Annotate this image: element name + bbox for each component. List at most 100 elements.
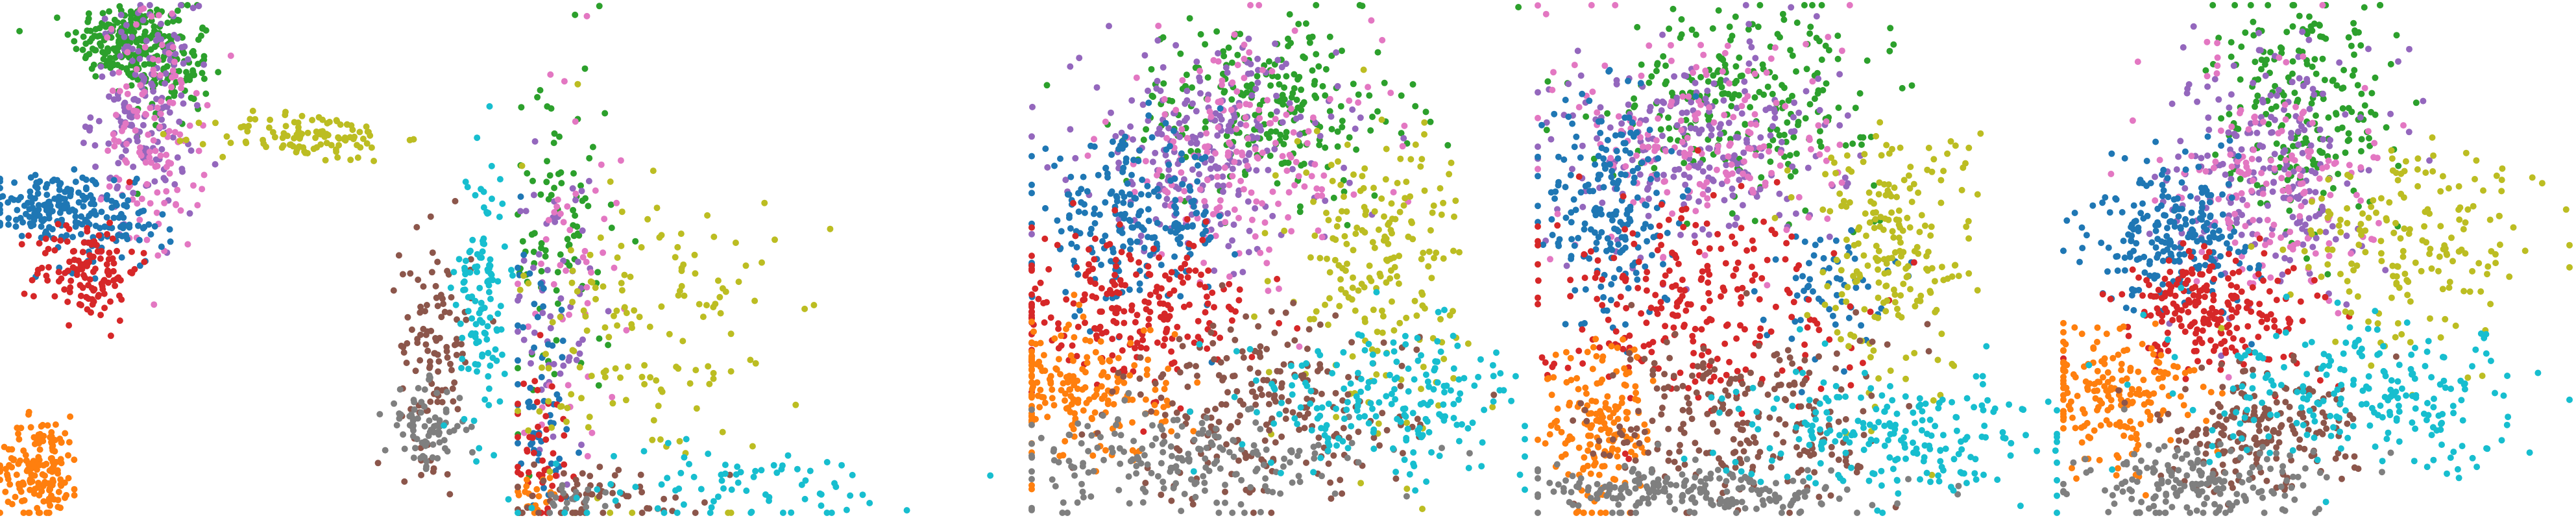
scatter-point-olive bbox=[680, 261, 687, 268]
scatter-point-orange bbox=[23, 467, 30, 475]
scatter-point-pink bbox=[1233, 148, 1240, 155]
scatter-point-red bbox=[88, 239, 95, 246]
scatter-point-cyan bbox=[458, 365, 465, 371]
scatter-point-gray bbox=[1181, 491, 1188, 497]
scatter-point-pink bbox=[1638, 72, 1645, 79]
scatter-point-purple bbox=[1187, 140, 1195, 147]
scatter-point-pink bbox=[1368, 17, 1375, 24]
scatter-point-purple bbox=[1815, 75, 1822, 82]
scatter-point-green bbox=[1857, 134, 1864, 141]
scatter-point-green bbox=[1296, 203, 1304, 210]
scatter-point-blue bbox=[0, 210, 3, 216]
scatter-point-blue bbox=[1145, 191, 1152, 199]
scatter-point-brown bbox=[692, 510, 699, 516]
scatter-point-brown bbox=[453, 351, 460, 358]
scatter-point-pink bbox=[1751, 70, 1758, 77]
scatter-point-olive bbox=[350, 136, 357, 143]
scatter-point-blue bbox=[36, 212, 43, 219]
scatter-point-green bbox=[528, 231, 535, 238]
scatter-point-brown bbox=[1255, 369, 1261, 376]
scatter-point-olive bbox=[719, 428, 726, 436]
scatter-point-purple bbox=[1792, 210, 1799, 217]
scatter-point-blue bbox=[5, 215, 12, 222]
scatter-point-brown bbox=[1345, 374, 1352, 380]
scatter-point-cyan bbox=[807, 467, 814, 475]
scatter-point-brown bbox=[422, 341, 430, 348]
scatter-point-pink bbox=[165, 128, 173, 135]
scatter-point-gray bbox=[1198, 419, 1206, 426]
scatter-point-green bbox=[579, 197, 586, 204]
scatter-point-green bbox=[1412, 103, 1419, 110]
scatter-point-pink bbox=[553, 203, 561, 210]
scatter-point-green bbox=[1793, 19, 1801, 26]
scatter-point-blue bbox=[1195, 162, 1201, 169]
scatter-point-brown bbox=[1176, 369, 1184, 376]
scatter-point-gray bbox=[1134, 454, 1141, 461]
scatter-point-purple bbox=[579, 336, 586, 343]
scatter-point-orange bbox=[58, 439, 65, 446]
scatter-point-red bbox=[79, 261, 86, 268]
scatter-point-red bbox=[535, 432, 542, 439]
scatter-point-cyan bbox=[847, 492, 854, 499]
scatter-panel-1 bbox=[0, 2, 516, 516]
scatter-point-green bbox=[1787, 47, 1794, 54]
scatter-point-red bbox=[73, 271, 80, 278]
scatter-point-orange bbox=[6, 481, 14, 488]
scatter-point-gray bbox=[1174, 468, 1182, 475]
scatter-point-brown bbox=[414, 339, 421, 347]
scatter-point-brown bbox=[443, 348, 450, 355]
scatter-point-orange bbox=[1065, 404, 1072, 412]
scatter-point-olive bbox=[317, 141, 324, 148]
scatter-point-pink bbox=[1231, 206, 1238, 213]
scatter-point-red bbox=[64, 238, 71, 245]
scatter-point-red bbox=[1232, 308, 1239, 315]
scatter-point-olive bbox=[1403, 486, 1411, 492]
scatter-point-green bbox=[1887, 25, 1894, 32]
scatter-point-purple bbox=[1736, 177, 1743, 184]
scatter-point-cyan bbox=[1302, 380, 1309, 386]
scatter-point-pink bbox=[1181, 188, 1188, 195]
scatter-point-red bbox=[1028, 303, 1035, 310]
scatter-point-purple bbox=[574, 258, 581, 265]
scatter-point-olive bbox=[1403, 419, 1410, 426]
scatter-point-brown bbox=[451, 379, 458, 386]
scatter-point-green bbox=[72, 29, 79, 36]
scatter-point-blue bbox=[147, 231, 154, 238]
scatter-point-green bbox=[1813, 34, 1820, 42]
scatter-point-brown bbox=[572, 476, 579, 484]
scatter-point-olive bbox=[679, 338, 687, 345]
scatter-point-pink bbox=[1215, 99, 1222, 106]
scatter-point-pink bbox=[1257, 249, 1264, 256]
scatter-point-pink bbox=[1622, 163, 1629, 170]
scatter-point-olive bbox=[1344, 142, 1351, 148]
scatter-point-orange bbox=[49, 465, 55, 473]
scatter-point-red bbox=[97, 255, 104, 262]
scatter-point-brown bbox=[1184, 383, 1191, 390]
scatter-point-blue bbox=[1080, 173, 1087, 180]
scatter-point-pink bbox=[1229, 79, 1236, 86]
scatter-point-orange bbox=[36, 446, 43, 453]
scatter-point-brown bbox=[1263, 421, 1270, 428]
scatter-point-blue bbox=[1108, 188, 1115, 195]
scatter-point-brown bbox=[398, 342, 405, 349]
scatter-point-olive bbox=[1325, 217, 1332, 224]
scatter-point-cyan bbox=[450, 269, 457, 276]
scatter-point-pink bbox=[1212, 150, 1219, 157]
scatter-point-purple bbox=[1776, 190, 1783, 197]
scatter-point-gray bbox=[1201, 487, 1208, 494]
scatter-point-brown bbox=[441, 308, 448, 315]
scatter-point-red bbox=[99, 286, 106, 293]
scatter-point-pink bbox=[1241, 55, 1248, 62]
scatter-point-blue bbox=[1155, 193, 1162, 200]
scatter-point-red bbox=[1111, 281, 1118, 288]
scatter-point-pink bbox=[1266, 120, 1273, 127]
scatter-point-olive bbox=[677, 230, 685, 238]
scatter-point-orange bbox=[1152, 386, 1159, 393]
scatter-point-green bbox=[1818, 2, 1825, 8]
scatter-point-brown bbox=[1255, 323, 1262, 330]
scatter-point-olive bbox=[792, 401, 799, 408]
scatter-point-green bbox=[1697, 73, 1705, 80]
scatter-point-blue bbox=[1102, 232, 1109, 240]
scatter-point-cyan bbox=[1303, 360, 1309, 367]
scatter-point-pink bbox=[1295, 173, 1302, 180]
